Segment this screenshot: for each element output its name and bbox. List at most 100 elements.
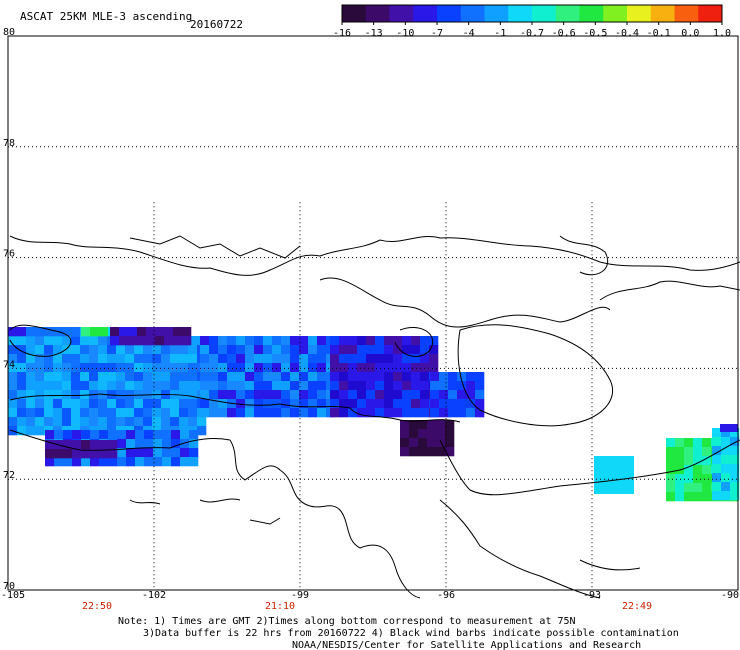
colorbar-swatch (342, 5, 367, 22)
swath-cell (26, 327, 36, 337)
colorbar-label: -7 (431, 28, 443, 39)
swath-cell (137, 336, 147, 346)
product-title: ASCAT 25KM MLE-3 ascending (20, 10, 192, 23)
swath-cell (721, 446, 731, 456)
swath-cell (170, 372, 180, 382)
footer-note-2: 3)Data buffer is 22 hrs from 20160722 4)… (143, 628, 679, 639)
swath-cell (666, 483, 676, 493)
colorbar-swatch (365, 5, 390, 22)
swath-cell (71, 381, 81, 391)
swath-cell (317, 354, 327, 364)
colorbar-swatch (555, 5, 580, 22)
colorbar-swatch (413, 5, 438, 22)
swath-cell (26, 363, 36, 373)
swath-cell (357, 381, 367, 391)
swath-cell (712, 446, 722, 456)
swath-cell (116, 408, 126, 418)
swath-cell (107, 363, 117, 373)
swath-cell (290, 408, 300, 418)
swath-cell (117, 457, 127, 467)
swath-cell (209, 345, 219, 355)
swath-cell (357, 336, 367, 346)
swath-cell (17, 354, 27, 364)
swath-cell (712, 437, 722, 447)
swath-cell (281, 408, 291, 418)
swath-cell (110, 336, 120, 346)
swath-cell (80, 372, 90, 382)
swath-cell (427, 429, 437, 439)
swath-cell (420, 345, 430, 355)
swath-cell (299, 336, 309, 346)
swath-cell (299, 381, 309, 391)
swath-cell (62, 372, 72, 382)
swath-cell (429, 354, 439, 364)
swath-cell (436, 429, 446, 439)
swath-cell (63, 449, 73, 459)
swath-cell (330, 363, 340, 373)
swath-cell (375, 372, 385, 382)
swath-cell (171, 430, 181, 440)
swath-cell (81, 327, 91, 337)
swath-cell (445, 447, 455, 457)
swath-cell (348, 372, 358, 382)
swath-cell (125, 345, 135, 355)
swath-cell (666, 465, 676, 475)
swath-cell (439, 408, 449, 418)
swath-cell (53, 372, 63, 382)
swath-cell (135, 439, 145, 449)
swath-cell (693, 447, 703, 457)
swath-cell (439, 399, 449, 409)
swath-cell (218, 363, 228, 373)
swath-cell (98, 354, 108, 364)
swath-cell (227, 354, 237, 364)
swath-cell (179, 417, 189, 427)
swath-cell (436, 438, 446, 448)
swath-cell (281, 399, 291, 409)
swath-cell (119, 327, 129, 337)
swath-cell (53, 381, 63, 391)
swath-cell (17, 345, 27, 355)
swath-cell (35, 354, 45, 364)
swath-cell (98, 399, 108, 409)
swath-cell (430, 408, 440, 418)
swath-cell (402, 408, 412, 418)
swath-cell (53, 417, 63, 427)
latitude-labels: 80 78 76 74 72 70 (3, 27, 15, 592)
swath-cell (17, 390, 27, 400)
swath-cell (436, 447, 446, 457)
swath-cell (26, 336, 36, 346)
swath-cell (348, 408, 358, 418)
swath-cell (348, 381, 358, 391)
swath-cell (693, 438, 703, 448)
swath-cell (272, 345, 282, 355)
swath-cell (411, 381, 421, 391)
swath-cell (272, 372, 282, 382)
swath-cell (189, 439, 199, 449)
swath-cell (475, 372, 485, 382)
swath-cell (182, 327, 192, 337)
time-label: 22:49 (622, 601, 652, 612)
swath-cell (135, 430, 145, 440)
swath-cell (299, 345, 309, 355)
swath-cell (44, 354, 54, 364)
colorbar-label: 0.0 (681, 28, 699, 39)
time-labels: 22:50 21:10 22:49 (82, 601, 652, 612)
swath-cell (116, 417, 126, 427)
colorbar-label: -10 (396, 28, 414, 39)
swath-cell (143, 417, 153, 427)
swath-cell (272, 408, 282, 418)
swath-cell (152, 372, 162, 382)
swath-cell (420, 399, 430, 409)
swath-cell (245, 345, 255, 355)
swath-cell (54, 449, 64, 459)
swath-cell (62, 363, 72, 373)
swath-cell (317, 345, 327, 355)
swath-cell (375, 345, 385, 355)
swath-cell (272, 363, 282, 373)
swath-cell (366, 336, 376, 346)
swath-cell (17, 408, 27, 418)
swath-cell (135, 457, 145, 467)
swath-cell (254, 390, 264, 400)
swath-cell (730, 473, 740, 483)
swath-cell (99, 457, 109, 467)
